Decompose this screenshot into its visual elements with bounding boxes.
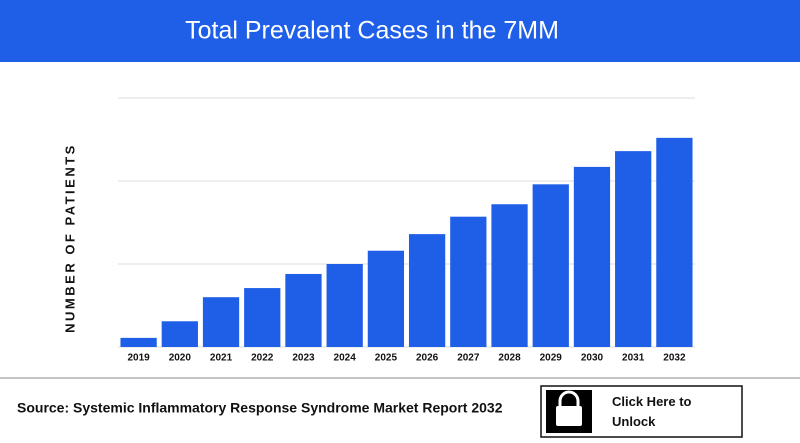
bar <box>202 297 240 347</box>
bar <box>532 184 569 347</box>
x-tick-label: 2028 <box>498 353 521 364</box>
x-tick-label: 2032 <box>663 353 686 364</box>
plot: 2019 2020 2021 2022 2023 2024 2025 2026 2027 2028… <box>118 97 695 364</box>
x-tick-label: 2031 <box>622 353 645 364</box>
button-label[interactable]: Click Here to Unlock <box>612 394 692 429</box>
bar <box>120 337 157 347</box>
bar <box>573 166 611 347</box>
x-tick-label: 2021 <box>210 353 233 364</box>
x-tick-label: 2025 <box>375 353 398 364</box>
bar <box>244 288 281 347</box>
bar <box>491 204 528 347</box>
chart-title: Total Prevalent Cases in the 7MM <box>185 17 559 45</box>
source-text: Source: Systemic Inflammatory Response S… <box>17 400 503 416</box>
bar <box>326 264 363 347</box>
bar <box>656 137 693 347</box>
button-label-box: Click Here to Unlock <box>612 394 692 429</box>
bar <box>161 321 198 347</box>
x-tick-label: 2030 <box>581 353 604 364</box>
lock-body <box>556 406 582 426</box>
header-bar <box>0 0 800 62</box>
unlock-button[interactable]: Click Here to Unlock <box>540 385 743 438</box>
x-tick-label: 2022 <box>251 353 274 364</box>
x-tick-label: 2027 <box>457 353 480 364</box>
bar <box>285 273 322 347</box>
bar <box>408 234 446 347</box>
bar <box>615 151 652 347</box>
x-tick-label: 2029 <box>540 353 563 364</box>
x-tick-label: 2023 <box>292 353 315 364</box>
bar <box>367 250 405 347</box>
x-tick-label: 2020 <box>169 353 192 364</box>
lock-shackle <box>558 390 580 406</box>
y-axis-label: NUMBER OF PATIENTS <box>62 143 77 333</box>
bar <box>450 216 487 347</box>
x-tick-label: 2024 <box>334 353 357 364</box>
x-tick-label: 2026 <box>416 353 439 364</box>
x-tick-label: 2019 <box>127 353 150 364</box>
